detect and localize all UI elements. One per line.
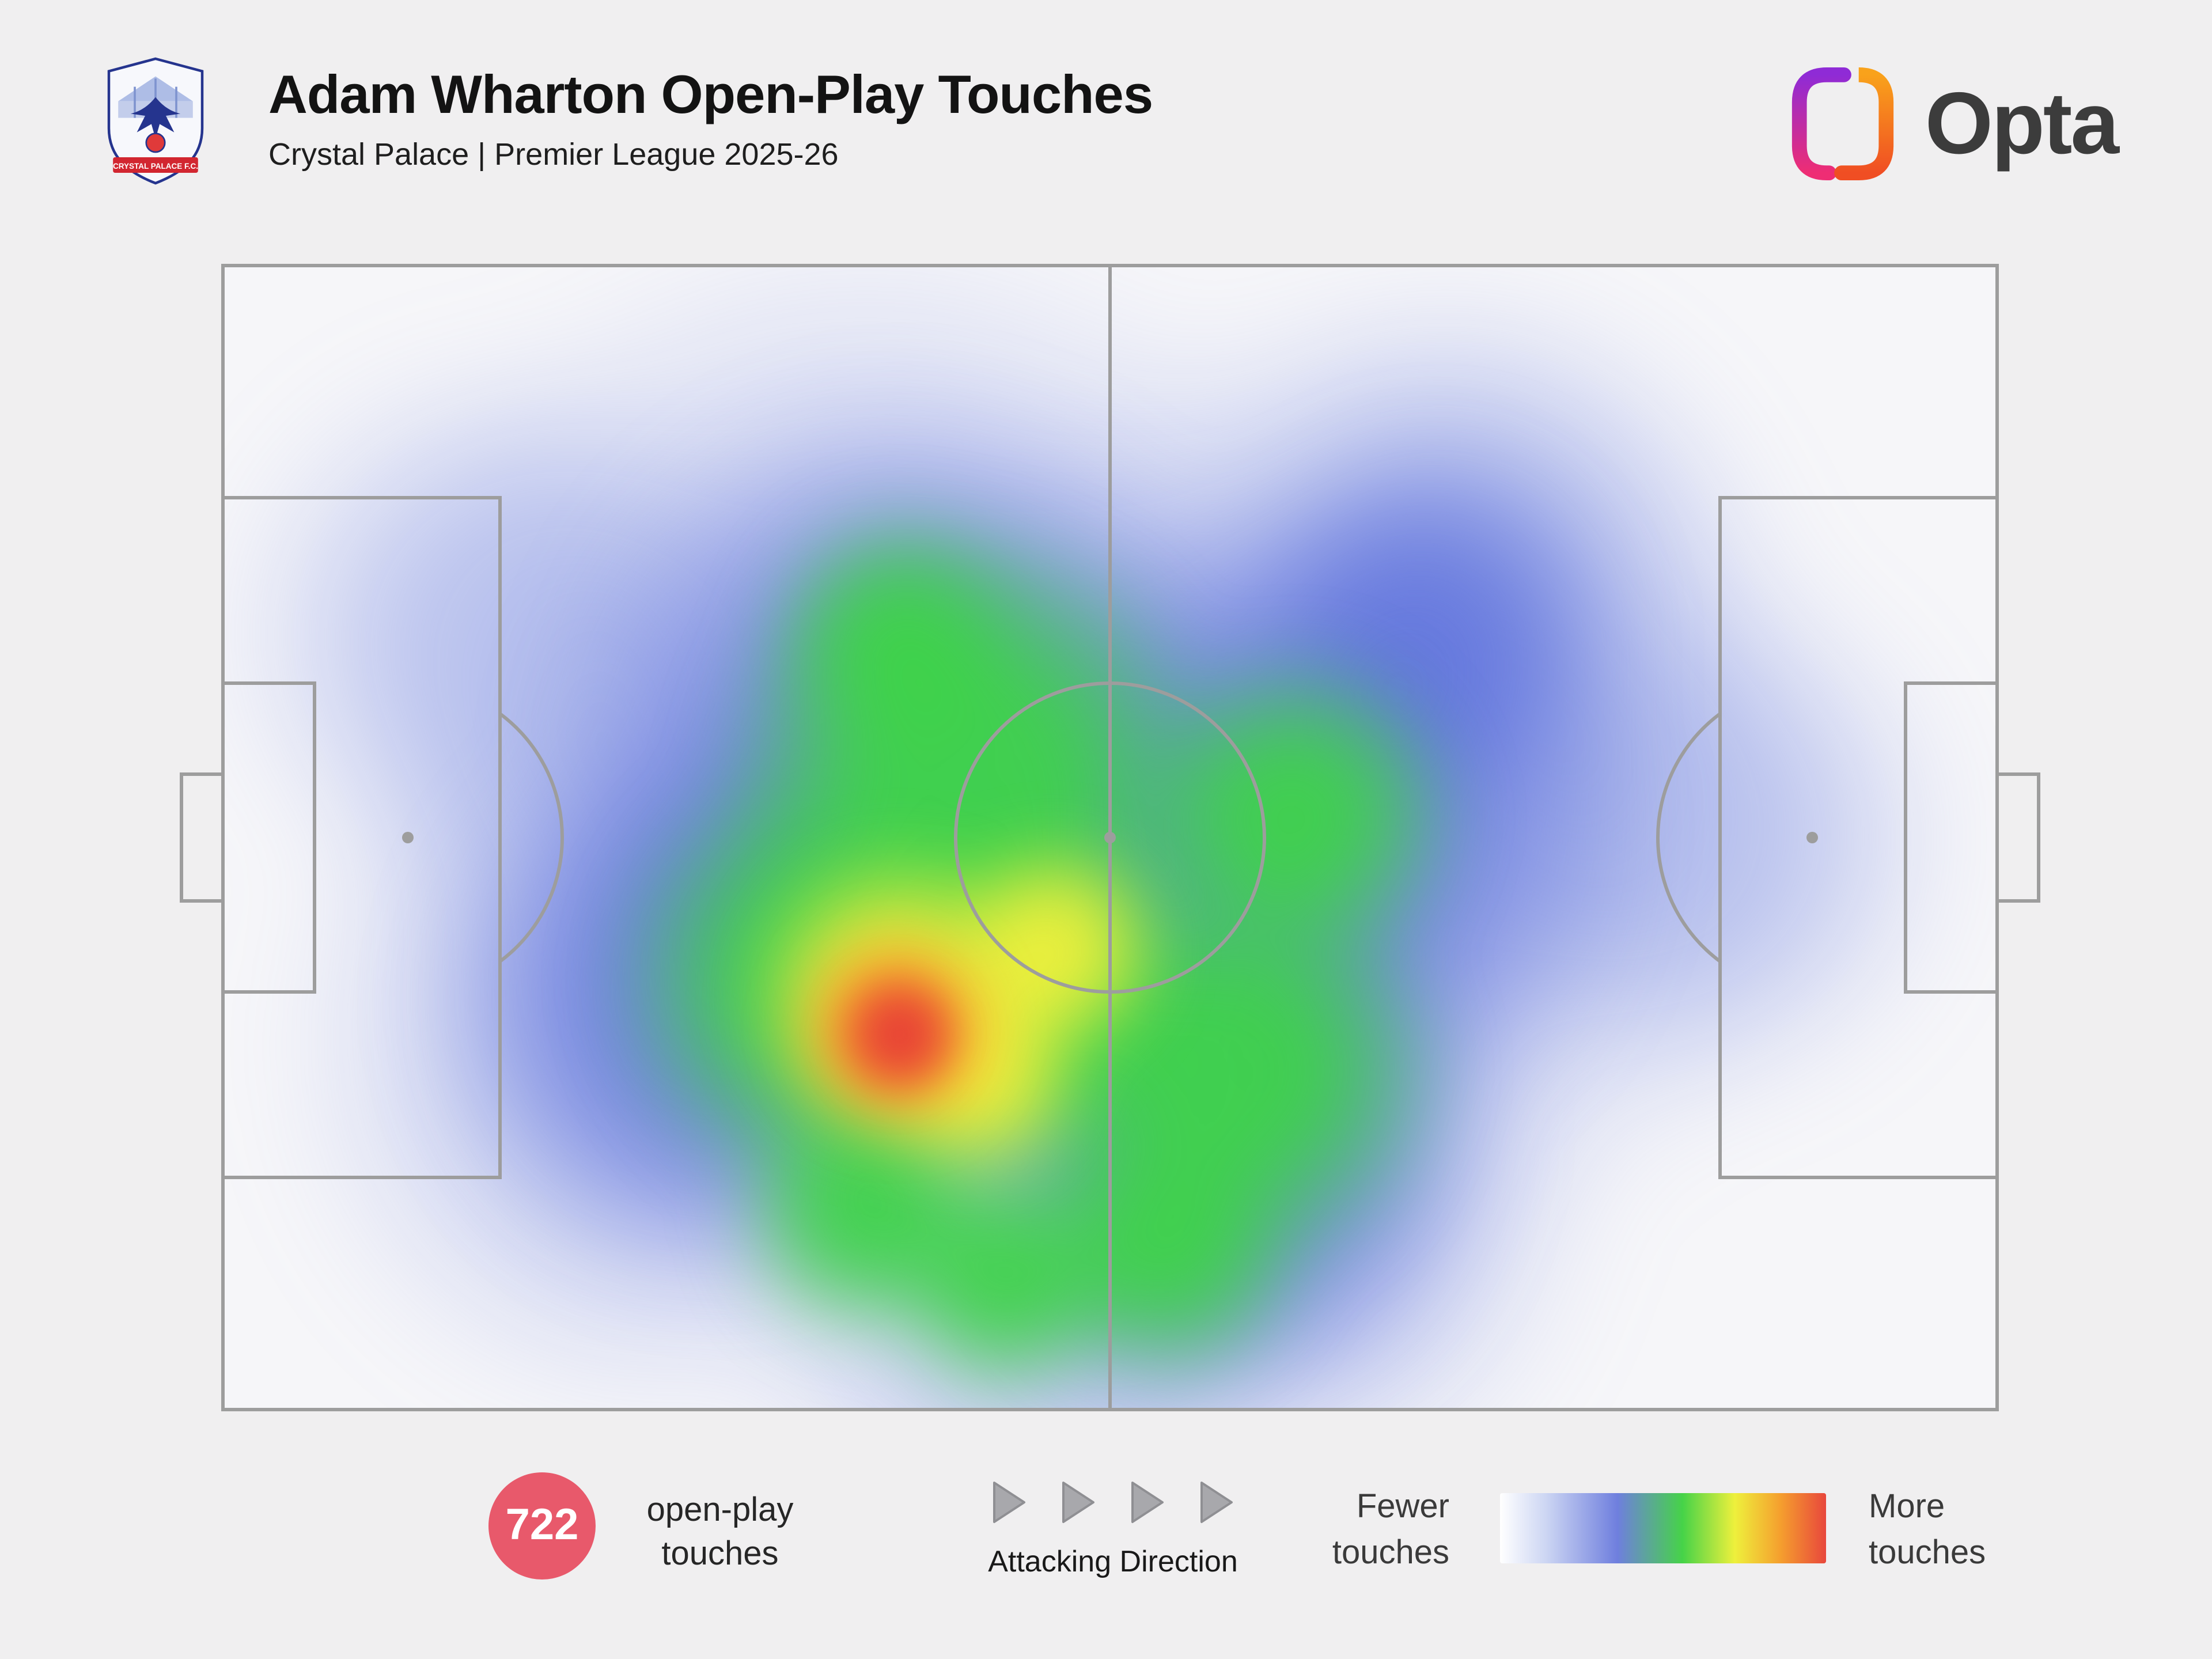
touches-label: open-play touches xyxy=(616,1488,824,1576)
legend-gradient-bar xyxy=(1500,1493,1826,1563)
attacking-direction-arrows xyxy=(945,1479,1281,1525)
page-title: Adam Wharton Open-Play Touches xyxy=(268,63,1153,124)
legend-low-label: Fewer touches xyxy=(1233,1484,1449,1576)
heat-layer-red xyxy=(221,264,1999,1411)
opta-logo-icon xyxy=(1791,67,1893,181)
legend-low-line2: touches xyxy=(1332,1535,1449,1571)
arrow-right-icon xyxy=(1062,1482,1094,1523)
arrow-right-icon xyxy=(1200,1482,1233,1523)
attacking-direction-label: Attacking Direction xyxy=(988,1544,1238,1578)
legend-high-line1: More xyxy=(1869,1488,1945,1525)
crest-banner-text: CRYSTAL PALACE F.C. xyxy=(113,162,198,171)
page-subtitle: Crystal Palace | Premier League 2025-26 xyxy=(268,137,839,172)
touches-label-line1: open-play xyxy=(646,1492,794,1529)
touches-count-value: 722 xyxy=(505,1501,579,1550)
legend-low-line1: Fewer xyxy=(1356,1488,1449,1525)
opta-wordmark: Opta xyxy=(1925,75,2119,173)
heat-blob-red xyxy=(833,968,967,1102)
opta-brand: Opta xyxy=(1788,65,2119,183)
crystal-palace-crest-icon: CRYSTAL PALACE F.C. xyxy=(107,57,204,185)
arrow-right-icon xyxy=(1131,1482,1164,1523)
heatmap-layer-container xyxy=(221,264,1999,1411)
title-block: Adam Wharton Open-Play Touches Crystal P… xyxy=(268,62,1153,173)
pitch xyxy=(180,264,2040,1411)
legend-high-label: More touches xyxy=(1869,1484,2085,1576)
touches-count-badge: 722 xyxy=(488,1472,596,1580)
legend-high-line2: touches xyxy=(1869,1535,1986,1571)
attacking-direction-block: Attacking Direction xyxy=(945,1479,1281,1580)
arrow-right-icon xyxy=(993,1482,1025,1523)
touches-label-line2: touches xyxy=(661,1536,779,1573)
